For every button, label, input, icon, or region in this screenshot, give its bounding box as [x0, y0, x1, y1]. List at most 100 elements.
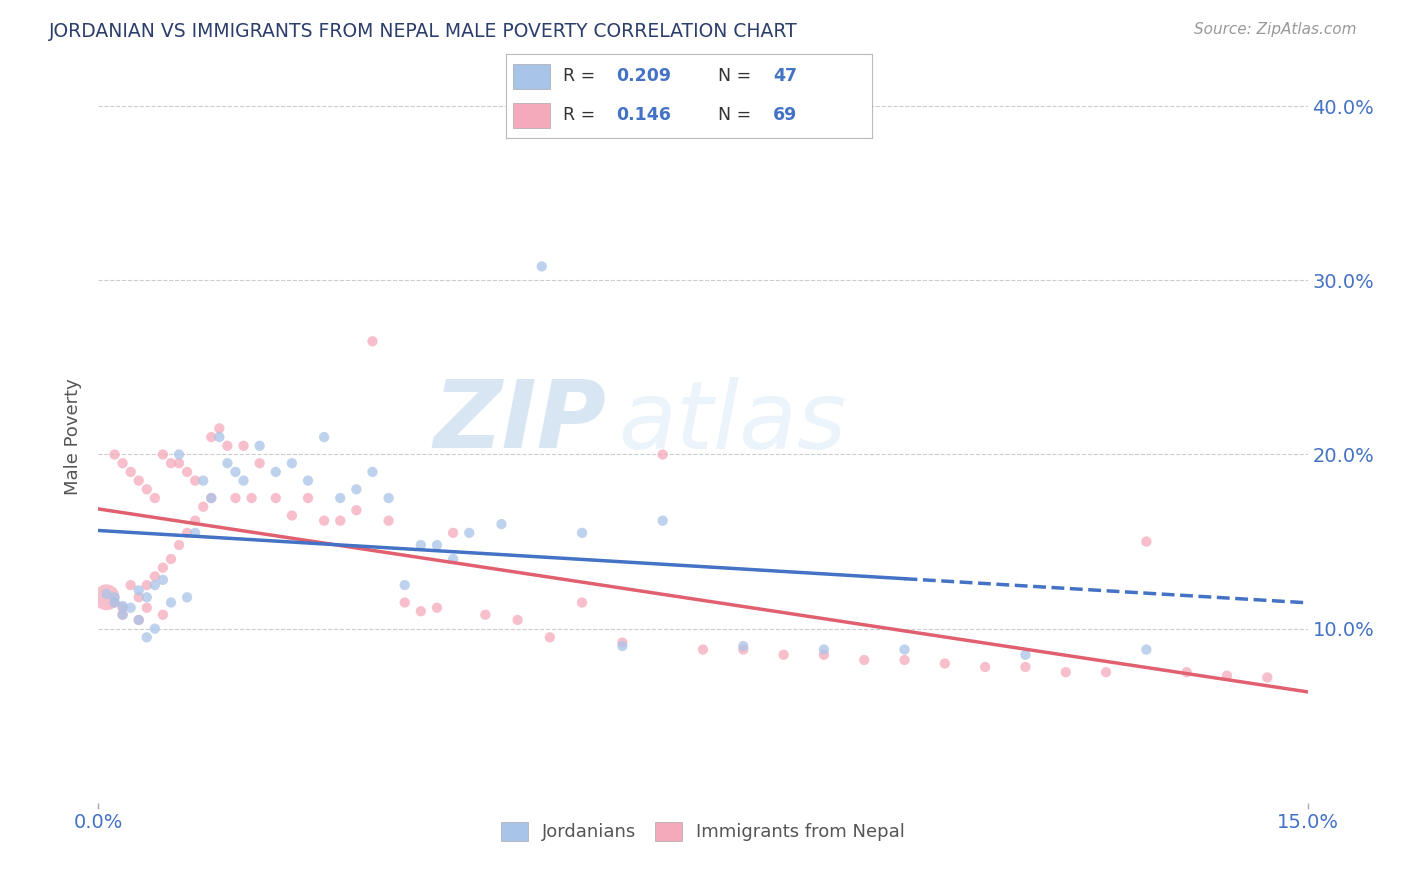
Point: [120, 600, 142, 615]
Bar: [513, 103, 550, 128]
Point: [314, 430, 336, 444]
Point: [394, 595, 416, 609]
Point: [152, 560, 174, 574]
Point: [1216, 668, 1239, 682]
Point: [426, 600, 449, 615]
Point: [441, 525, 464, 540]
Point: [128, 583, 150, 598]
Point: [571, 595, 593, 609]
Point: [692, 642, 714, 657]
Point: [193, 474, 215, 488]
Point: [135, 591, 157, 605]
Point: [344, 503, 367, 517]
Point: [409, 538, 432, 552]
Point: [200, 430, 222, 444]
Point: [143, 578, 166, 592]
Point: [167, 448, 190, 462]
Point: [314, 514, 336, 528]
Point: [120, 465, 142, 479]
Point: [1175, 665, 1198, 680]
Point: [813, 648, 835, 662]
Point: [506, 613, 529, 627]
Point: [103, 595, 125, 609]
Text: Source: ZipAtlas.com: Source: ZipAtlas.com: [1194, 22, 1357, 37]
Point: [152, 448, 174, 462]
Point: [441, 552, 464, 566]
Point: [361, 334, 384, 349]
Point: [1135, 642, 1157, 657]
Point: [458, 525, 481, 540]
Point: [224, 465, 246, 479]
Point: [974, 660, 997, 674]
Point: [1014, 648, 1036, 662]
Point: [377, 491, 399, 505]
Point: [329, 491, 352, 505]
Point: [344, 483, 367, 497]
Point: [160, 456, 183, 470]
Text: 0.146: 0.146: [616, 106, 671, 124]
Text: ZIP: ZIP: [433, 376, 606, 468]
Point: [377, 514, 399, 528]
Point: [184, 525, 207, 540]
Point: [152, 573, 174, 587]
Point: [281, 508, 304, 523]
Point: [184, 514, 207, 528]
Text: 69: 69: [773, 106, 797, 124]
Point: [184, 474, 207, 488]
Point: [111, 600, 134, 615]
Point: [1135, 534, 1157, 549]
Bar: [513, 63, 550, 89]
Point: [232, 439, 254, 453]
Point: [297, 474, 319, 488]
Point: [111, 607, 134, 622]
Point: [120, 578, 142, 592]
Text: R =: R =: [562, 68, 595, 86]
Text: N =: N =: [718, 106, 751, 124]
Point: [128, 474, 150, 488]
Point: [160, 595, 183, 609]
Point: [240, 491, 263, 505]
Point: [474, 607, 496, 622]
Point: [491, 517, 513, 532]
Point: [571, 525, 593, 540]
Point: [249, 439, 271, 453]
Point: [249, 456, 271, 470]
Point: [128, 591, 150, 605]
Point: [264, 465, 287, 479]
Text: 0.209: 0.209: [616, 68, 671, 86]
Point: [193, 500, 215, 514]
Point: [208, 430, 231, 444]
Point: [893, 642, 915, 657]
Point: [530, 260, 553, 274]
Point: [111, 599, 134, 613]
Point: [853, 653, 876, 667]
Point: [651, 514, 673, 528]
Point: [160, 552, 183, 566]
Point: [176, 525, 198, 540]
Point: [217, 439, 239, 453]
Point: [1095, 665, 1118, 680]
Point: [103, 591, 125, 605]
Point: [813, 642, 835, 657]
Point: [96, 587, 118, 601]
Point: [103, 595, 125, 609]
Point: [394, 578, 416, 592]
Point: [612, 635, 634, 649]
Point: [176, 591, 198, 605]
Point: [111, 607, 134, 622]
Point: [772, 648, 794, 662]
Point: [893, 653, 915, 667]
Text: R =: R =: [562, 106, 595, 124]
Point: [135, 600, 157, 615]
Point: [176, 465, 198, 479]
Point: [103, 448, 125, 462]
Point: [281, 456, 304, 470]
Point: [143, 569, 166, 583]
Point: [135, 631, 157, 645]
Point: [152, 607, 174, 622]
Point: [135, 483, 157, 497]
Point: [1014, 660, 1036, 674]
Point: [128, 613, 150, 627]
Point: [111, 456, 134, 470]
Point: [135, 578, 157, 592]
